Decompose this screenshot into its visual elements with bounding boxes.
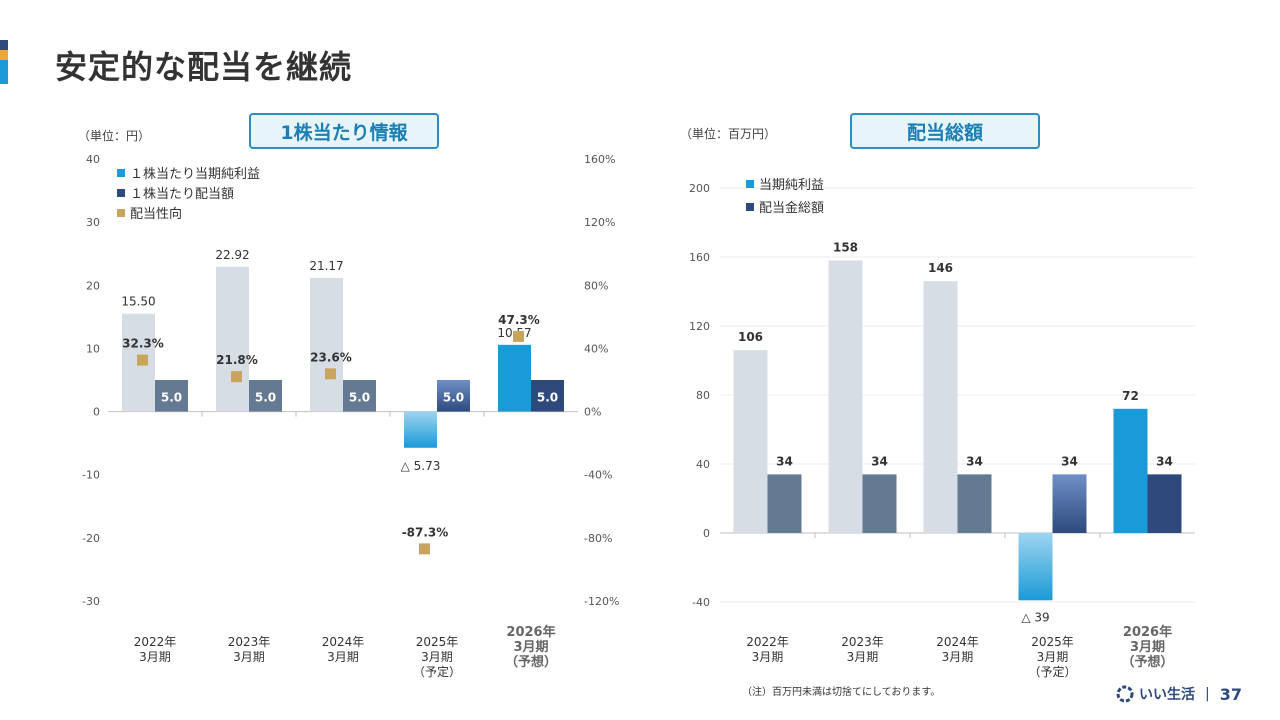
y2-tick-label: -40%: [584, 469, 612, 482]
x-category-label: 2025年: [416, 635, 459, 649]
y2-tick-label: -80%: [584, 532, 612, 545]
dividend-data-label: 5.0: [349, 391, 370, 405]
y2-tick-label: -120%: [584, 595, 619, 608]
dividend-bar: [249, 380, 282, 412]
brand-name: いい生活: [1139, 687, 1195, 703]
right-chart-badge: 配当総額: [850, 113, 1040, 149]
dividend-data-label: 5.0: [255, 391, 276, 405]
dividend-bar: [437, 380, 470, 412]
page-number: 37: [1219, 684, 1242, 704]
dividend-bar: [155, 380, 188, 412]
payout-data-label: 32.3%: [122, 337, 164, 351]
dividend-data-label: 5.0: [443, 391, 464, 405]
y2-tick-label: 160%: [584, 153, 615, 166]
y2-tick-label: 80%: [584, 279, 608, 292]
y2-tick-label: 0%: [584, 406, 601, 419]
x-category-label: 2022年: [134, 635, 177, 649]
legend-label: １株当たり配当額: [130, 187, 234, 202]
eps-bar: [498, 344, 531, 412]
logo-separator: |: [1205, 686, 1210, 702]
x-category-label: 2024年: [322, 635, 365, 649]
y-tick-label: 20: [86, 279, 100, 292]
legend-label: １株当たり当期純利益: [130, 167, 260, 182]
payout-ratio-marker: [419, 543, 430, 555]
legend-label: 配当性向: [130, 206, 182, 222]
legend-swatch: [117, 209, 125, 217]
y2-tick-label: 40%: [584, 342, 608, 355]
eps-bar: [216, 266, 249, 412]
y-tick-label: 40: [86, 153, 100, 166]
y-tick-label: 30: [86, 216, 100, 229]
page-title: 安定的な配当を継続: [55, 48, 353, 86]
brand-logo: いい生活 | 37: [1115, 684, 1242, 704]
x-category-label: 3月期: [139, 650, 171, 664]
legend-swatch: [117, 169, 125, 177]
x-category-label: 3月期: [421, 650, 453, 664]
y2-tick-label: 120%: [584, 216, 615, 229]
legend-swatch: [117, 189, 125, 197]
brand-mark-icon: [1116, 685, 1134, 703]
y-tick-label: -30: [82, 595, 100, 608]
x-category-label: 3月期: [513, 640, 548, 655]
dividend-data-label: 5.0: [537, 391, 558, 405]
payout-ratio-marker: [325, 368, 336, 380]
x-category-label: （予定）: [413, 664, 461, 679]
dividend-bar: [531, 380, 564, 412]
eps-data-label: △ 5.73: [401, 459, 441, 473]
payout-ratio-marker: [513, 330, 524, 342]
footnote: （注）百万円未満は切捨てにしております。: [742, 687, 941, 698]
left-chart-badge: 1株当たり情報: [249, 113, 439, 149]
y-tick-label: -20: [82, 532, 100, 545]
x-category-label: 3月期: [233, 650, 265, 664]
payout-data-label: -87.3%: [402, 525, 449, 539]
eps-bar: [310, 277, 343, 412]
right-chart-unit: （単位：百万円）: [680, 127, 777, 141]
y-tick-label: -10: [82, 469, 100, 482]
dividend-data-label: 5.0: [161, 391, 182, 405]
x-category-label: 2023年: [228, 635, 271, 649]
left-chart-unit: （単位：円）: [78, 129, 151, 143]
x-category-label: 3月期: [327, 650, 359, 664]
dividend-bar: [343, 380, 376, 412]
eps-bar: [404, 411, 437, 448]
title-accent-bar: [0, 40, 8, 84]
payout-ratio-marker: [231, 371, 242, 383]
payout-data-label: 23.6%: [310, 350, 352, 364]
eps-data-label: 22.92: [215, 248, 249, 262]
payout-data-label: 21.8%: [216, 353, 258, 367]
y-tick-label: 10: [86, 342, 100, 355]
eps-data-label: 15.50: [121, 295, 155, 309]
payout-data-label: 47.3%: [498, 313, 540, 327]
y-tick-label: 0: [93, 406, 100, 419]
x-category-label: 2026年: [506, 624, 555, 640]
x-category-label: （予想）: [505, 654, 557, 670]
payout-ratio-marker: [137, 354, 148, 366]
eps-data-label: 21.17: [309, 259, 343, 273]
